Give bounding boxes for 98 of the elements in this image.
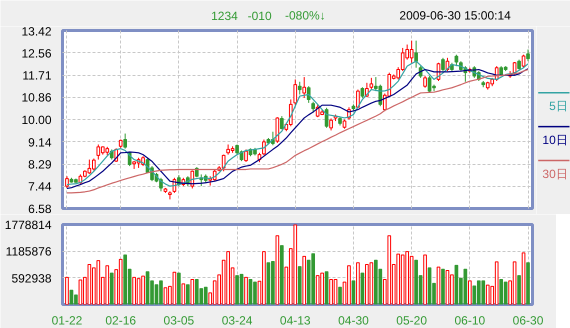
text: -080%↓ bbox=[284, 8, 326, 22]
bar bbox=[276, 235, 280, 304]
y-tick-label: 10.86 bbox=[21, 90, 52, 105]
bar bbox=[423, 254, 427, 304]
x-tick-label: 01-22 bbox=[52, 314, 83, 328]
bar bbox=[302, 256, 306, 304]
bar bbox=[105, 265, 110, 304]
x-tick-label: 04-13 bbox=[280, 314, 311, 328]
y-tick-label: 12.56 bbox=[21, 46, 52, 60]
bar bbox=[298, 266, 302, 304]
bar bbox=[526, 262, 530, 304]
candlestick bbox=[311, 101, 316, 114]
y-tick-label: 7.44 bbox=[28, 180, 52, 194]
bar bbox=[476, 280, 481, 304]
bar bbox=[123, 254, 128, 304]
bar bbox=[141, 276, 145, 304]
x-tick-label: 03-05 bbox=[164, 314, 195, 328]
bar bbox=[186, 284, 190, 304]
y-tick-label: 6.58 bbox=[28, 202, 52, 216]
x-tick-label: 03-24 bbox=[222, 314, 253, 328]
legend-label: 10日 bbox=[542, 132, 568, 147]
bar bbox=[374, 260, 378, 304]
bar bbox=[356, 262, 360, 304]
candlestick bbox=[360, 86, 364, 98]
candlestick bbox=[329, 118, 333, 131]
text: 2009-06-30 15:00:14 bbox=[399, 8, 512, 22]
x-tick-label: 02-16 bbox=[105, 314, 136, 328]
bar bbox=[110, 272, 114, 304]
bar bbox=[293, 224, 298, 304]
candlestick bbox=[526, 48, 530, 62]
bar bbox=[118, 258, 123, 304]
bar bbox=[441, 268, 445, 304]
bar bbox=[360, 272, 364, 304]
bar bbox=[78, 279, 82, 304]
bar bbox=[436, 266, 440, 304]
candlestick bbox=[96, 144, 100, 160]
bar bbox=[517, 275, 521, 304]
bar bbox=[400, 254, 405, 304]
bar bbox=[190, 279, 194, 304]
candlestick bbox=[441, 57, 445, 72]
bar bbox=[311, 253, 316, 304]
bar bbox=[96, 260, 100, 304]
bar bbox=[194, 279, 199, 304]
y-tick-label: 10.00 bbox=[21, 113, 52, 127]
bar bbox=[266, 262, 270, 304]
bar bbox=[468, 280, 472, 304]
candlestick bbox=[293, 78, 298, 106]
candlestick bbox=[410, 40, 414, 64]
y-tick-label: 592938 bbox=[11, 271, 52, 286]
bar bbox=[396, 254, 400, 304]
bar bbox=[387, 235, 392, 304]
y-tick-label: 9.14 bbox=[28, 135, 52, 150]
bar bbox=[280, 245, 284, 304]
bar bbox=[405, 251, 410, 304]
y-tick-label: 8.29 bbox=[28, 158, 52, 172]
bar bbox=[352, 280, 356, 304]
legend-label: 5日 bbox=[549, 99, 568, 114]
bar bbox=[324, 271, 328, 304]
bar bbox=[244, 276, 248, 304]
candlestick bbox=[298, 81, 302, 96]
bar bbox=[481, 280, 486, 304]
x-tick-label: 06-30 bbox=[512, 314, 544, 328]
text: 1234 bbox=[211, 9, 238, 23]
bar bbox=[522, 252, 526, 304]
x-tick-label: 05-20 bbox=[396, 314, 428, 328]
bar bbox=[512, 261, 516, 304]
bar bbox=[204, 286, 208, 304]
candlestick bbox=[522, 54, 526, 68]
candlestick bbox=[517, 59, 521, 70]
candlestick bbox=[280, 116, 284, 130]
y-tick-label: 13.42 bbox=[21, 24, 52, 38]
candlestick bbox=[244, 148, 248, 162]
bar bbox=[320, 272, 324, 304]
x-tick-label: 04-30 bbox=[338, 314, 370, 328]
text: -010 bbox=[248, 9, 272, 23]
y-tick-label: 11.71 bbox=[22, 68, 52, 82]
bar bbox=[499, 279, 504, 304]
bar bbox=[338, 286, 342, 304]
x-tick-label: 06-10 bbox=[454, 314, 486, 328]
bar bbox=[504, 282, 508, 304]
candlestick bbox=[65, 176, 69, 188]
bar bbox=[494, 261, 499, 304]
candlestick bbox=[370, 77, 374, 90]
bar bbox=[65, 276, 69, 304]
candlestick bbox=[423, 76, 427, 88]
candlestick bbox=[92, 158, 96, 172]
candlestick bbox=[454, 54, 458, 67]
bar bbox=[454, 264, 458, 304]
candlestick bbox=[123, 133, 128, 150]
bar bbox=[486, 284, 490, 304]
bar bbox=[365, 264, 369, 304]
y-tick-label: 1778814 bbox=[4, 218, 52, 232]
bar bbox=[177, 272, 181, 304]
bar bbox=[182, 283, 186, 304]
candlestick bbox=[302, 76, 306, 98]
y-tick-label: 1185876 bbox=[6, 244, 52, 259]
candlestick bbox=[342, 119, 346, 130]
legend-label: 30日 bbox=[542, 166, 568, 181]
